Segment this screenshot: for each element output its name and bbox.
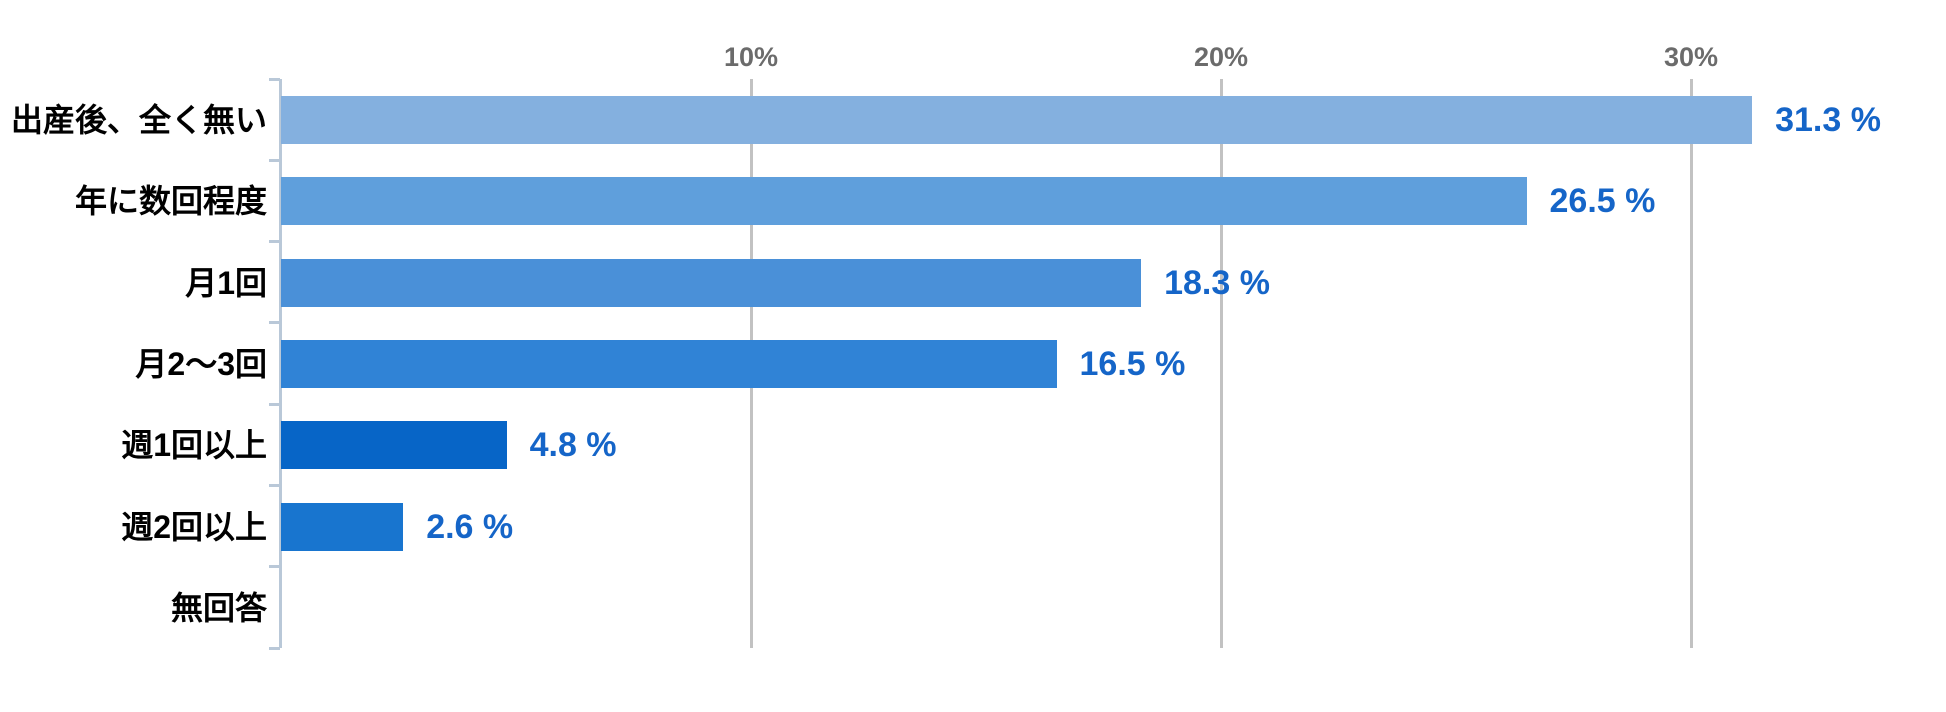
bar [281, 258, 1142, 307]
bar [281, 421, 507, 470]
y-axis-tick [269, 77, 280, 81]
y-axis-tick [269, 321, 280, 325]
value-label: 18.3 % [1164, 263, 1270, 302]
gridline [1219, 79, 1223, 648]
bar [281, 340, 1057, 388]
y-axis-tick [269, 483, 280, 487]
gridline [1689, 79, 1693, 648]
x-axis-tick-label: 10% [723, 42, 779, 72]
y-axis-tick [269, 240, 280, 244]
category-label: 月2〜3回 [135, 346, 267, 382]
bar [281, 177, 1527, 226]
bar [281, 96, 1753, 145]
value-label: 4.8 % [529, 426, 617, 465]
category-label: 年に数回程度 [74, 183, 267, 220]
category-label: 週1回以上 [121, 427, 267, 464]
bar [281, 502, 404, 551]
x-axis-tick-label: 20% [1193, 42, 1249, 72]
y-axis-tick [269, 158, 280, 162]
y-axis-tick [269, 402, 280, 406]
y-axis-tick [269, 646, 280, 650]
value-label: 2.6 % [426, 507, 514, 546]
value-label: 26.5 % [1549, 182, 1656, 221]
category-label: 無回答 [170, 589, 267, 626]
y-axis-tick [269, 565, 280, 569]
value-label: 16.5 % [1079, 345, 1186, 383]
x-axis-tick-label: 30% [1663, 42, 1719, 72]
category-label: 月1回 [185, 264, 267, 301]
y-axis-line [279, 79, 282, 648]
category-label: 出産後、全く無い [10, 102, 267, 139]
value-label: 31.3 % [1775, 101, 1881, 140]
category-label: 週2回以上 [121, 508, 267, 545]
